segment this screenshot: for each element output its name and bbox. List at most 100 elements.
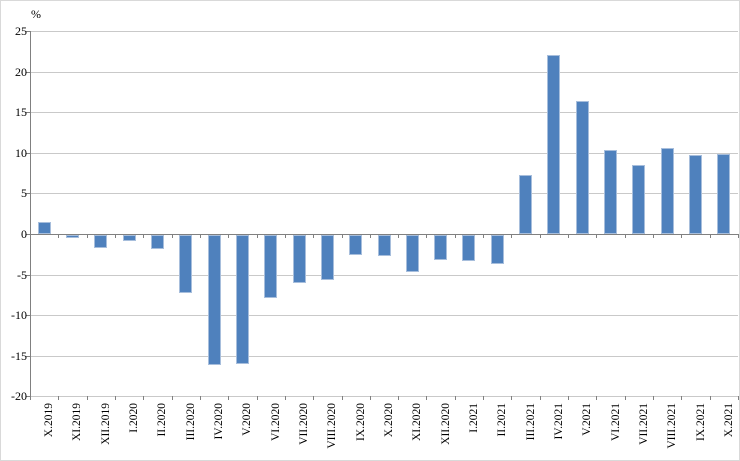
gridline [30,315,738,317]
y-axis-tick [26,355,30,357]
x-axis-label: XI.2020 [411,403,424,442]
bar [94,235,108,248]
bar [405,235,419,272]
category-tick-bottom [596,396,598,401]
bar [264,235,278,298]
category-tick [199,234,201,238]
bar [320,235,334,280]
gridline [30,355,738,357]
gridline [30,31,738,32]
category-tick-bottom [738,396,739,401]
gridline [30,193,738,195]
category-tick [624,234,626,238]
bar [632,164,646,234]
y-axis-label: 5 [21,186,27,201]
bar [122,235,136,241]
bar [235,235,249,365]
y-axis-tick [26,234,30,235]
category-tick [596,234,598,238]
bar [462,235,476,261]
x-axis-label: XII.2020 [439,403,452,446]
category-tick-bottom [256,396,258,401]
category-tick [256,234,258,238]
y-axis-tick [26,396,30,398]
category-tick [568,234,570,238]
y-axis-unit-label: % [31,7,41,21]
category-tick-bottom [228,396,230,401]
category-tick-bottom [284,396,286,401]
category-tick [483,234,485,238]
x-axis-label: III.2021 [524,403,537,441]
x-axis-label: VI.2021 [609,403,622,442]
y-axis-label: -10 [11,308,27,323]
category-tick-bottom [539,396,541,401]
x-axis-label: X.2020 [383,403,395,438]
x-axis-label: V.2020 [241,403,254,437]
gridline [30,152,738,154]
category-tick-bottom [483,396,485,401]
gridline [30,71,738,73]
bar [547,54,561,234]
y-axis-tick [26,112,30,114]
y-axis-label: -5 [17,267,27,282]
category-tick [398,234,400,238]
y-axis-tick [26,31,30,32]
category-tick [30,234,31,238]
x-axis-label: VI.2020 [269,403,282,442]
category-tick [114,234,116,238]
x-axis-label: IV.2020 [213,403,226,440]
bar [349,235,363,256]
category-tick [511,234,513,238]
category-tick [143,234,145,238]
x-axis-label: III.2020 [184,403,197,441]
zero-gridline [30,234,738,235]
category-tick-bottom [709,396,711,401]
category-tick [709,234,711,238]
x-axis-label: I.2020 [128,403,141,434]
category-tick [454,234,456,238]
x-axis-label: XI.2019 [71,403,84,442]
y-axis-label: -15 [11,348,27,363]
category-tick-bottom [143,396,145,401]
category-tick [653,234,655,238]
category-tick-bottom [171,396,173,401]
bar [292,235,306,283]
category-tick-bottom [426,396,428,401]
category-tick [369,234,371,238]
x-axis-label: XII.2019 [99,403,112,446]
category-tick [86,234,88,238]
bar [575,100,589,234]
category-tick [341,234,343,238]
category-tick-bottom [199,396,201,401]
bar [434,235,448,261]
category-tick [313,234,315,238]
bar [150,235,164,249]
bar [660,147,674,234]
bar [37,221,51,234]
category-tick-bottom [30,396,31,401]
x-axis-label: II.2020 [156,403,169,437]
bar [179,235,193,293]
x-axis-label: II.2021 [496,403,509,437]
y-axis-label: 25 [15,24,27,38]
category-tick-bottom [681,396,683,401]
y-axis-line [30,31,31,397]
bar [689,155,703,234]
y-axis-label: 10 [15,145,27,160]
category-tick [681,234,683,238]
category-tick-bottom [58,396,60,401]
y-axis-tick [26,315,30,317]
category-tick-bottom [369,396,371,401]
category-tick-bottom [624,396,626,401]
gridline [30,112,738,114]
x-axis-label: I.2021 [467,403,480,434]
bar [207,235,221,365]
x-axis-label: X.2021 [722,403,735,438]
x-axis-label: V.2021 [581,403,594,437]
category-tick-bottom [313,396,315,401]
category-tick-bottom [653,396,655,401]
x-axis-label: IX.2020 [354,403,367,442]
x-axis-label: VII.2021 [637,403,650,446]
category-tick-bottom [114,396,116,401]
